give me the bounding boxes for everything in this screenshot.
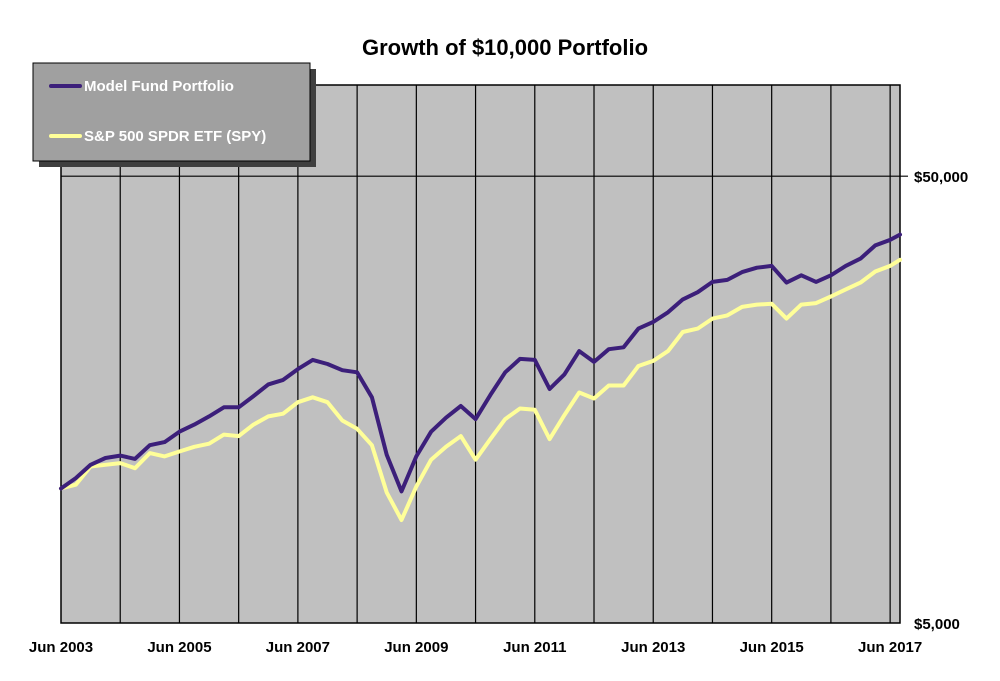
x-tick-label: Jun 2007 [266, 639, 330, 656]
y-axis-ticks: $50,000 $5,000 [914, 169, 968, 633]
series-line-spy [59, 257, 902, 522]
legend-box [32, 62, 311, 162]
x-tick-label: Jun 2017 [858, 639, 922, 656]
gridlines [61, 85, 908, 623]
x-tick-label: Jun 2003 [29, 639, 93, 656]
legend: Model Fund Portfolio S&P 500 SPDR ETF (SP… [32, 62, 316, 167]
series-line-model-fund [59, 232, 902, 494]
legend-label: S&P 500 SPDR ETF (SPY) [84, 128, 266, 145]
plot-area [60, 84, 901, 624]
x-axis-ticks: Jun 2003 Jun 2005 Jun 2007 Jun 2009 Jun 2011… [29, 639, 922, 656]
x-tick-label: Jun 2015 [740, 639, 804, 656]
legend-label: Model Fund Portfolio [84, 78, 234, 95]
x-tick-label: Jun 2011 [503, 639, 566, 656]
x-tick-label: Jun 2013 [621, 639, 685, 656]
series-lines [59, 232, 902, 522]
y-tick-label: $5,000 [914, 616, 960, 633]
x-tick-label: Jun 2005 [147, 639, 211, 656]
y-tick-label: $50,000 [914, 169, 968, 186]
x-tick-label: Jun 2009 [384, 639, 448, 656]
chart-title: Growth of $10,000 Portfolio [362, 35, 648, 60]
